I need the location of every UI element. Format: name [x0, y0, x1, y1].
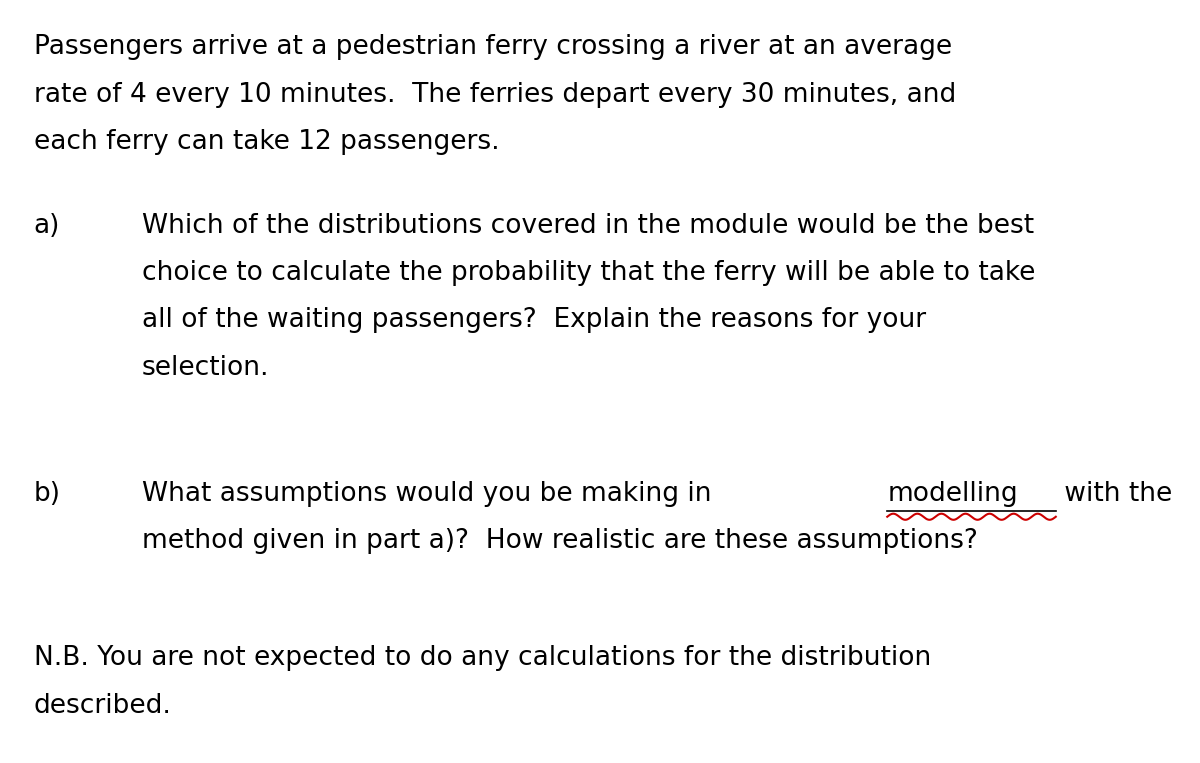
Text: choice to calculate the probability that the ferry will be able to take: choice to calculate the probability that…: [142, 260, 1034, 286]
Text: N.B. You are not expected to do any calculations for the distribution: N.B. You are not expected to do any calc…: [34, 645, 931, 671]
Text: modelling: modelling: [887, 481, 1018, 507]
Text: with the: with the: [1056, 481, 1172, 507]
Text: b): b): [34, 481, 60, 507]
Text: Passengers arrive at a pedestrian ferry crossing a river at an average: Passengers arrive at a pedestrian ferry …: [34, 34, 952, 60]
Text: What assumptions would you be making in: What assumptions would you be making in: [142, 481, 720, 507]
Text: all of the waiting passengers?  Explain the reasons for your: all of the waiting passengers? Explain t…: [142, 307, 925, 333]
Text: Which of the distributions covered in the module would be the best: Which of the distributions covered in th…: [142, 213, 1033, 239]
Text: selection.: selection.: [142, 355, 269, 381]
Text: method given in part a)?  How realistic are these assumptions?: method given in part a)? How realistic a…: [142, 528, 978, 554]
Text: rate of 4 every 10 minutes.  The ferries depart every 30 minutes, and: rate of 4 every 10 minutes. The ferries …: [34, 82, 956, 108]
Text: each ferry can take 12 passengers.: each ferry can take 12 passengers.: [34, 129, 499, 155]
Text: described.: described.: [34, 693, 172, 719]
Text: a): a): [34, 213, 60, 239]
